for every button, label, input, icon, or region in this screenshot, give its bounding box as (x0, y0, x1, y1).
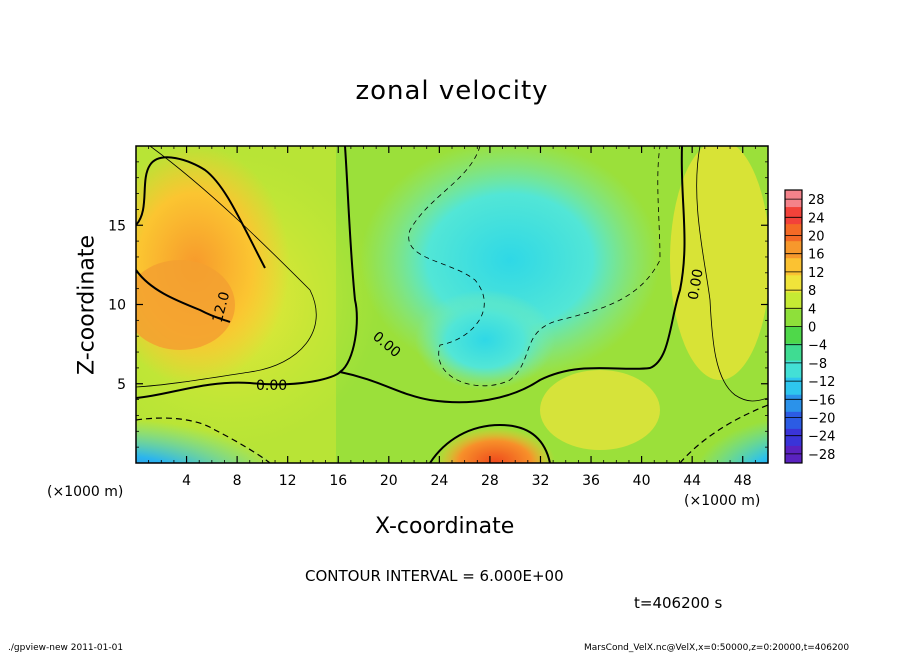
y-tick-label: 15 (108, 218, 126, 234)
x-tick-label: 12 (279, 473, 297, 489)
x-tick-label: 24 (430, 473, 448, 489)
colorbar-swatch (785, 241, 802, 259)
colorbar-swatch (785, 309, 802, 327)
contour-zero (429, 423, 551, 463)
contour-six (136, 146, 317, 388)
x-unit-label-left: (×1000 m) (47, 484, 124, 500)
contour-label: 0.00 (256, 378, 287, 394)
x-tick-label: 28 (481, 473, 499, 489)
colorbar-tick-label: −4 (808, 339, 827, 354)
y-tick-label: 10 (108, 298, 126, 314)
x-tick-label: 20 (380, 473, 398, 489)
y-tick-label: 5 (117, 377, 126, 393)
x-tick-label: 44 (683, 473, 701, 489)
colorbar-tick-label: 4 (808, 302, 816, 317)
x-axis-ticks: 4 8 12 16 20 24 28 32 36 40 44 48 (148, 146, 756, 489)
x-tick-label: 40 (633, 473, 651, 489)
x-tick-label: 4 (182, 473, 191, 489)
contour-neg-six (679, 404, 768, 463)
contour-twelve (136, 156, 266, 269)
colorbar-tick-label: 12 (808, 266, 825, 281)
colorbar-swatch (785, 377, 802, 396)
colorbar-swatch (785, 411, 802, 430)
colorbar-tick-label: 28 (808, 193, 825, 208)
x-tick-label: 32 (532, 473, 550, 489)
contour-twelve (136, 269, 231, 323)
x-tick-label: 8 (233, 473, 242, 489)
y-axis-ticks: 5 10 15 (108, 161, 768, 448)
colorbar-tick-label: 16 (808, 248, 825, 263)
colorbar-tick-label: −8 (808, 357, 827, 372)
contour-neg-six (408, 146, 661, 387)
colorbar-tick-label: −12 (808, 375, 835, 390)
colorbar: 28 24 20 16 12 8 4 0 −4 −8 −12 −16 −20 −24 −28 (784, 189, 835, 464)
colorbar-swatch (785, 258, 802, 276)
colorbar-tick-label: −28 (808, 448, 835, 463)
x-tick-label: 48 (734, 473, 752, 489)
x-tick-label: 36 (582, 473, 600, 489)
colorbar-swatch (785, 224, 802, 242)
colorbar-tick-label: 8 (808, 284, 816, 299)
colorbar-tick-label: 0 (808, 321, 816, 336)
contour-interval-note: CONTOUR INTERVAL = 6.000E+00 (305, 567, 564, 585)
contour-label: 0.00 (686, 268, 707, 301)
time-label: t=406200 s (634, 594, 723, 612)
colorbar-tick-label: −20 (808, 412, 835, 427)
colorbar-tick-label: 20 (808, 230, 825, 245)
colorbar-swatch (785, 343, 802, 362)
contour-label: 12.0 (210, 290, 234, 324)
colorbar-swatch (785, 207, 802, 225)
colorbar-swatch (785, 360, 802, 379)
chart-title: zonal velocity (355, 76, 549, 106)
footer-left: ./gpview-new 2011-01-01 (8, 643, 124, 653)
x-unit-label-right: (×1000 m) (684, 493, 761, 509)
colorbar-swatch (785, 275, 802, 293)
contour-zero (339, 146, 686, 404)
colorbar-swatch (785, 445, 802, 464)
contour-six (696, 146, 768, 402)
contour-lines (136, 146, 768, 463)
colorbar-tick-label: 24 (808, 211, 825, 226)
x-axis-label: X-coordinate (375, 514, 515, 539)
contour-neg-six (136, 417, 271, 463)
footer-right: MarsCond_VelX.nc@VelX,x=0:50000,z=0:2000… (584, 643, 850, 653)
colorbar-tick-label: −24 (808, 430, 835, 445)
x-tick-label: 16 (329, 473, 347, 489)
colorbar-swatch (785, 394, 802, 413)
colorbar-swatch (785, 292, 802, 310)
colorbar-swatch (785, 428, 802, 447)
colorbar-swatch (785, 326, 802, 344)
colorbar-tick-label: −16 (808, 393, 835, 408)
